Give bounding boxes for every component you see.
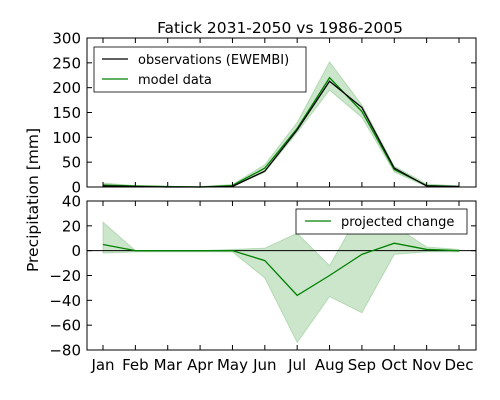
legend-change-label: projected change — [341, 215, 454, 230]
x-tick-label: Aug — [315, 356, 344, 374]
legend-model-label: model data — [138, 73, 212, 88]
x-tick-label: Oct — [381, 356, 407, 374]
bottom-plot-frame — [86, 200, 477, 351]
bottom-change-band-group — [102, 207, 460, 344]
bottom-band-0 — [102, 207, 460, 344]
bottom-legend: projected change — [295, 208, 468, 235]
x-tick-label: May — [217, 356, 248, 374]
bottom-ytick-label: 40 — [62, 193, 81, 211]
bottom-ticks-group: −80 −60 −40 −20 0 20 40 — [49, 193, 476, 360]
bottom-ytick-label: 0 — [71, 242, 81, 260]
legend-observations-label: observations (EWEMBI) — [138, 53, 289, 68]
x-tick-label: Apr — [187, 356, 214, 374]
top-ytick-label: 300 — [52, 30, 81, 48]
bottom-ytick-label: −60 — [49, 317, 81, 335]
x-tick-label: Jul — [287, 356, 306, 374]
top-ytick-label: 0 — [71, 179, 81, 197]
bottom-ytick-label: −40 — [49, 292, 81, 310]
top-ytick-label: 250 — [52, 54, 81, 72]
y-axis-label: Precipitation [mm] — [24, 128, 42, 272]
top-legend-box — [93, 46, 307, 93]
x-tick-label: Nov — [412, 356, 441, 374]
bottom-series-0-line — [102, 242, 460, 297]
top-series-1-line — [102, 76, 460, 188]
top-plot-panel: 0 50 100 150 200 250 300 observations (EWEMBI)… — [52, 30, 477, 197]
top-ytick-label: 150 — [52, 104, 81, 122]
top-lines-group — [102, 76, 460, 188]
bottom-ytick-label: 20 — [62, 217, 81, 235]
x-tick-label: Mar — [154, 356, 183, 374]
top-ytick-label: 100 — [52, 129, 81, 147]
top-plot-frame — [86, 37, 477, 188]
bottom-ytick-label: −20 — [49, 267, 81, 285]
x-tick-label: Feb — [122, 356, 149, 374]
x-tick-label: Jan — [90, 356, 114, 374]
top-series-0-line — [102, 80, 460, 188]
x-tick-label: Dec — [444, 356, 473, 374]
top-legend: observations (EWEMBI) model data — [93, 46, 307, 93]
x-tick-labels: Jan Feb Mar Apr May Jun Jul Aug Sep Oct Nov Dec — [90, 356, 473, 374]
bottom-plot-panel: −80 −60 −40 −20 0 20 40 projected change — [49, 193, 477, 360]
x-tick-label: Jun — [252, 356, 276, 374]
bottom-ytick-label: −80 — [49, 342, 81, 360]
x-tick-label: Sep — [348, 356, 376, 374]
top-ytick-label: 50 — [62, 154, 81, 172]
bottom-lines-group — [87, 242, 476, 297]
chart-title: Fatick 2031-2050 vs 1986-2005 — [157, 19, 403, 37]
top-ytick-label: 200 — [52, 79, 81, 97]
